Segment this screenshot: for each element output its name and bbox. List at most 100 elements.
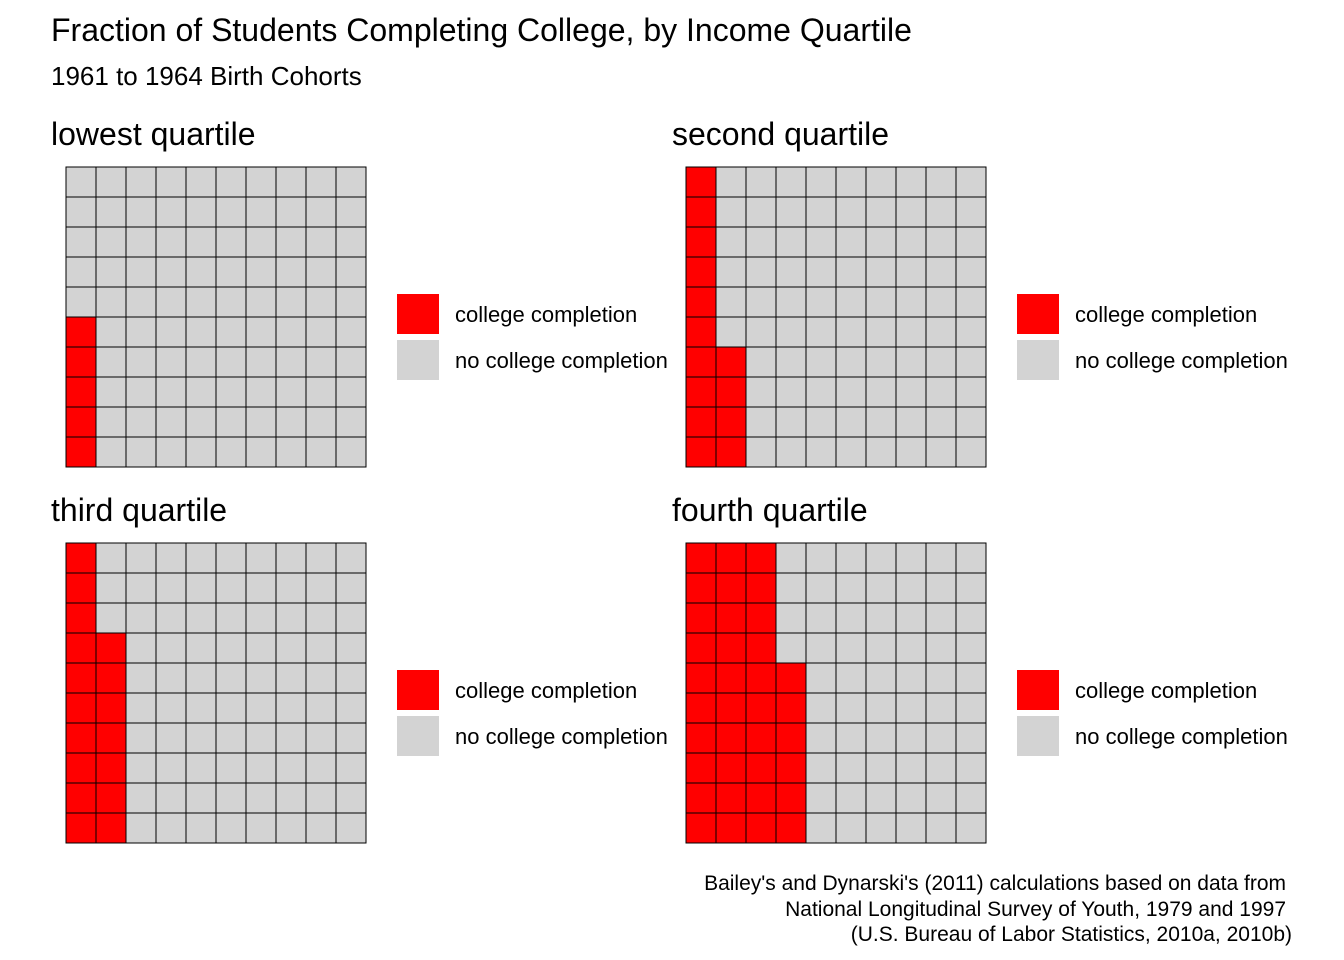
waffle-cell-college-completion [95,812,127,844]
waffle-cell-no-college-completion [335,346,367,378]
waffle-cell-no-college-completion [185,752,217,784]
waffle-cell-no-college-completion [805,632,837,664]
waffle-panel: fourth quartile college completion no coll… [672,492,1288,844]
waffle-cell-college-completion [65,542,97,574]
waffle-cell-no-college-completion [955,692,987,724]
waffle-cell-college-completion [685,722,717,754]
legend-label: college completion [1075,678,1257,703]
waffle-cell-college-completion [685,226,717,258]
waffle-cell-no-college-completion [215,226,247,258]
waffle-cell-no-college-completion [275,572,307,604]
waffle-cell-no-college-completion [305,226,337,258]
waffle-cell-no-college-completion [805,166,837,198]
waffle-cell-no-college-completion [745,286,777,318]
waffle-cell-no-college-completion [215,542,247,574]
waffle-cell-no-college-completion [275,602,307,634]
waffle-cell-no-college-completion [155,346,187,378]
waffle-cell-no-college-completion [305,572,337,604]
waffle-cell-no-college-completion [955,632,987,664]
waffle-cell-college-completion [685,632,717,664]
waffle-cell-college-completion [685,812,717,844]
waffle-cell-no-college-completion [835,316,867,348]
waffle-cell-no-college-completion [215,436,247,468]
waffle-cell-no-college-completion [775,256,807,288]
waffle-cell-no-college-completion [805,602,837,634]
waffle-cell-no-college-completion [155,166,187,198]
waffle-cell-no-college-completion [275,376,307,408]
waffle-cell-college-completion [775,812,807,844]
waffle-cell-no-college-completion [305,722,337,754]
waffle-cell-college-completion [685,572,717,604]
waffle-cell-no-college-completion [805,226,837,258]
waffle-cell-no-college-completion [185,166,217,198]
waffle-cell-no-college-completion [955,166,987,198]
waffle-cell-no-college-completion [895,692,927,724]
waffle-cell-no-college-completion [895,166,927,198]
waffle-cell-college-completion [685,376,717,408]
waffle-cell-no-college-completion [185,316,217,348]
waffle-cell-no-college-completion [335,752,367,784]
waffle-cell-college-completion [685,662,717,694]
waffle-cell-no-college-completion [185,722,217,754]
waffle-cell-no-college-completion [275,316,307,348]
waffle-cell-no-college-completion [865,226,897,258]
waffle-cell-no-college-completion [955,542,987,574]
waffle-cell-no-college-completion [895,542,927,574]
waffle-cell-no-college-completion [245,436,277,468]
waffle-cell-no-college-completion [835,196,867,228]
waffle-cell-no-college-completion [65,166,97,198]
waffle-cell-college-completion [715,346,747,378]
waffle-cell-no-college-completion [775,316,807,348]
waffle-cell-no-college-completion [835,436,867,468]
waffle-cell-no-college-completion [895,286,927,318]
waffle-cell-no-college-completion [335,662,367,694]
waffle-cell-college-completion [65,602,97,634]
waffle-cell-no-college-completion [925,166,957,198]
waffle-cell-college-completion [685,196,717,228]
waffle-cell-no-college-completion [805,752,837,784]
waffle-cell-college-completion [745,602,777,634]
waffle-cell-no-college-completion [925,782,957,814]
waffle-cell-no-college-completion [335,632,367,664]
waffle-cell-no-college-completion [305,812,337,844]
waffle-cell-no-college-completion [305,286,337,318]
waffle-cell-no-college-completion [125,632,157,664]
waffle-cell-no-college-completion [335,316,367,348]
waffle-cell-no-college-completion [805,376,837,408]
waffle-cell-no-college-completion [215,286,247,318]
waffle-cell-no-college-completion [865,722,897,754]
waffle-cell-no-college-completion [185,662,217,694]
waffle-cell-no-college-completion [955,406,987,438]
waffle-cell-no-college-completion [215,256,247,288]
waffle-cell-college-completion [95,632,127,664]
waffle-cell-college-completion [775,782,807,814]
waffle-cell-college-completion [775,692,807,724]
waffle-cell-no-college-completion [125,602,157,634]
legend-label: college completion [1075,302,1257,327]
waffle-cell-no-college-completion [125,752,157,784]
waffle-cell-no-college-completion [925,196,957,228]
waffle-cell-college-completion [65,812,97,844]
waffle-cell-no-college-completion [805,812,837,844]
waffle-cell-no-college-completion [775,632,807,664]
waffle-cell-college-completion [685,692,717,724]
waffle-cell-no-college-completion [185,286,217,318]
waffle-cell-no-college-completion [95,196,127,228]
waffle-cell-college-completion [685,542,717,574]
waffle-cell-no-college-completion [185,572,217,604]
waffle-cell-no-college-completion [955,662,987,694]
waffle-cell-no-college-completion [305,316,337,348]
waffle-cell-no-college-completion [335,782,367,814]
waffle-cell-no-college-completion [215,196,247,228]
caption-line-1: Bailey's and Dynarski's (2011) calculati… [704,872,1286,895]
waffle-cell-no-college-completion [215,406,247,438]
waffle-cell-no-college-completion [155,722,187,754]
waffle-cell-no-college-completion [805,722,837,754]
waffle-cell-college-completion [65,376,97,408]
waffle-cell-no-college-completion [155,226,187,258]
waffle-cell-no-college-completion [865,406,897,438]
waffle-cell-no-college-completion [95,406,127,438]
waffle-cell-college-completion [745,722,777,754]
waffle-cell-no-college-completion [215,692,247,724]
panels-layer: lowest quartile college completion no coll… [51,116,1288,844]
